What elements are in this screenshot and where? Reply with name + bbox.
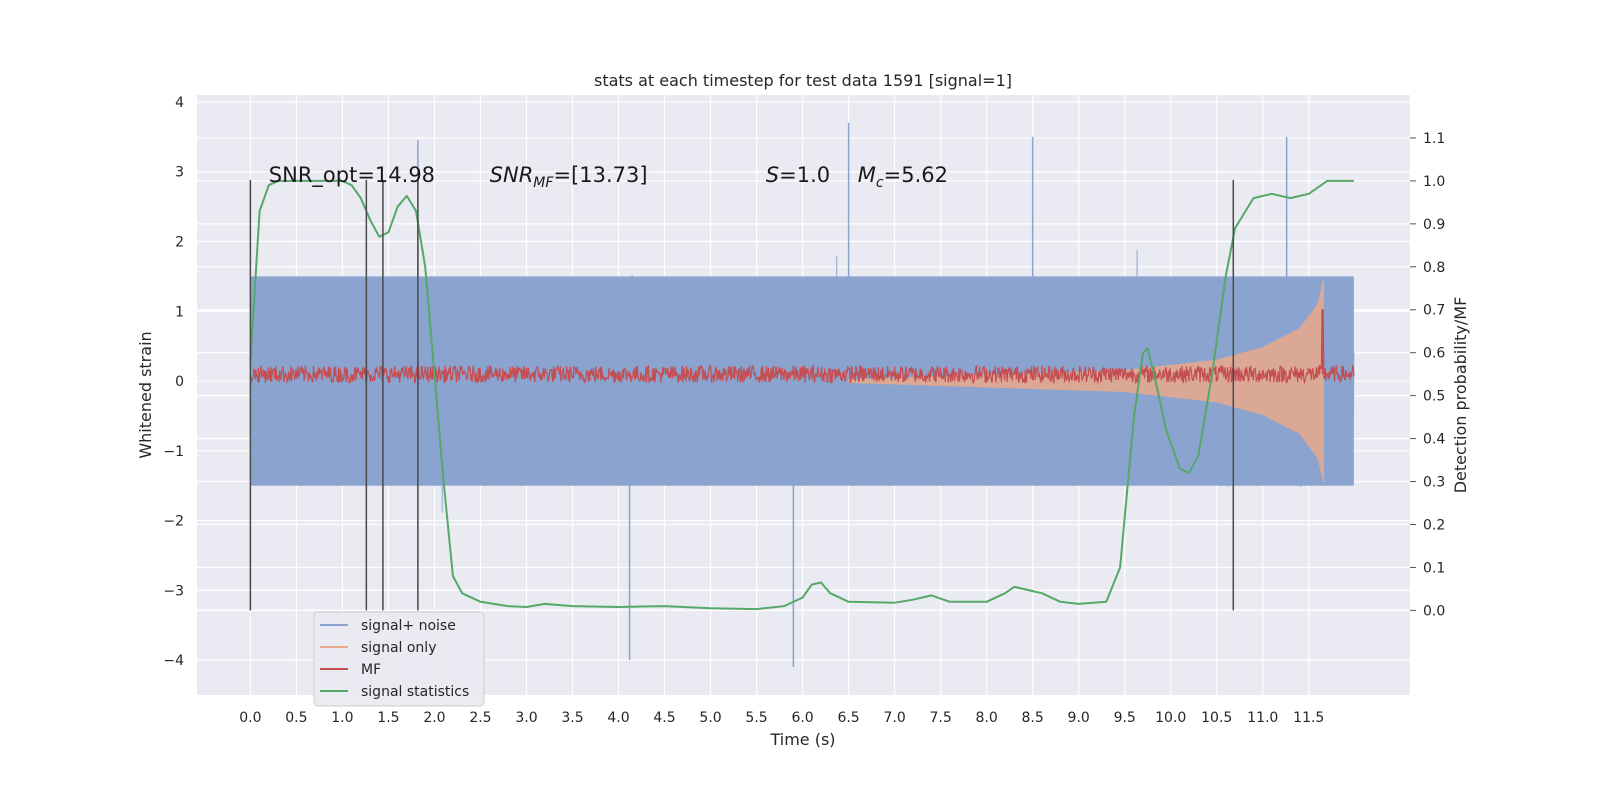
x-tick-label-21: 10.5 [1201,710,1232,726]
y2-tick-label-11: 1.1 [1423,131,1445,147]
annotation-2: S=1.0 [766,163,830,187]
x-tick-label-0: 0.0 [239,710,261,726]
x-tick-label-18: 9.0 [1068,710,1090,726]
y2-tick-label-0: 0.0 [1423,603,1445,619]
x-tick-label-15: 7.5 [929,710,951,726]
y-tick-label-8: −4 [163,653,184,669]
y-tick-label-3: 1 [175,304,184,320]
legend-label-2: MF [361,662,381,678]
tick-labels: 0.0 0.5 1.0 1.5 2.0 2.5 3.0 3.5 4.0 4.5 5.0 5.5 6.0 6… [163,95,1445,726]
y-tick-label-1: 3 [175,165,184,181]
annotation-3: Mc=5.62 [858,163,948,191]
y-tick-label-5: −1 [163,444,184,460]
y2-tick-label-4: 0.4 [1423,432,1445,448]
chart-title: stats at each timestep for test data 159… [594,71,1012,90]
y2-tick-label-2: 0.2 [1423,517,1445,533]
annotation-1: SNRMF=[13.73] [490,163,648,191]
y2-tick-label-8: 0.8 [1423,260,1445,276]
x-tick-label-1: 0.5 [285,710,307,726]
x-tick-label-16: 8.0 [976,710,998,726]
y-tick-label-4: 0 [175,374,184,390]
x-tick-label-13: 6.5 [837,710,859,726]
x-tick-label-22: 11.0 [1247,710,1278,726]
x-tick-label-9: 4.5 [653,710,675,726]
legend: signal+ noise signal only MF signal statist… [313,611,485,707]
x-tick-label-20: 10.0 [1155,710,1186,726]
legend-label-3: signal statistics [361,684,469,700]
x-tick-label-14: 7.0 [883,710,905,726]
plot-series [249,122,1355,668]
x-tick-label-6: 3.0 [515,710,537,726]
x-tick-label-19: 9.5 [1114,710,1136,726]
y-tick-label-7: −3 [163,583,184,599]
y2-tick-label-1: 0.1 [1423,560,1445,576]
legend-label-1: signal only [361,640,436,656]
series-signal-statistics [249,179,1354,611]
y-axis-label-right: Detection probability/MF [1451,297,1470,494]
x-tick-label-11: 5.5 [745,710,767,726]
x-tick-label-23: 11.5 [1293,710,1324,726]
x-tick-label-12: 6.0 [791,710,813,726]
x-tick-label-3: 1.5 [377,710,399,726]
x-tick-label-17: 8.5 [1022,710,1044,726]
x-tick-label-4: 2.0 [423,710,445,726]
y2-tick-label-7: 0.7 [1423,303,1445,319]
y2-tick-label-9: 0.9 [1423,217,1445,233]
y-tick-label-0: 4 [175,95,184,111]
y-tick-label-2: 2 [175,235,184,251]
x-tick-label-5: 2.5 [469,710,491,726]
y2-tick-label-10: 1.0 [1423,174,1445,190]
x-tick-label-2: 1.0 [331,710,353,726]
x-axis-label: Time (s) [769,730,835,749]
y2-tick-label-6: 0.6 [1423,346,1445,362]
y2-tick-label-3: 0.3 [1423,475,1445,491]
y-tick-label-6: −2 [163,514,184,530]
annotations: SNR_opt=14.98 SNRMF=[13.73] S=1.0 Mc=5.62 [269,163,948,191]
x-tick-label-10: 5.0 [699,710,721,726]
y-axis-label: Whitened strain [136,331,155,458]
legend-label-0: signal+ noise [361,618,456,634]
y2-tick-label-5: 0.5 [1423,389,1445,405]
x-tick-label-7: 3.5 [561,710,583,726]
annotation-0: SNR_opt=14.98 [269,163,435,188]
legend-box [313,611,485,707]
x-tick-label-8: 4.0 [607,710,629,726]
